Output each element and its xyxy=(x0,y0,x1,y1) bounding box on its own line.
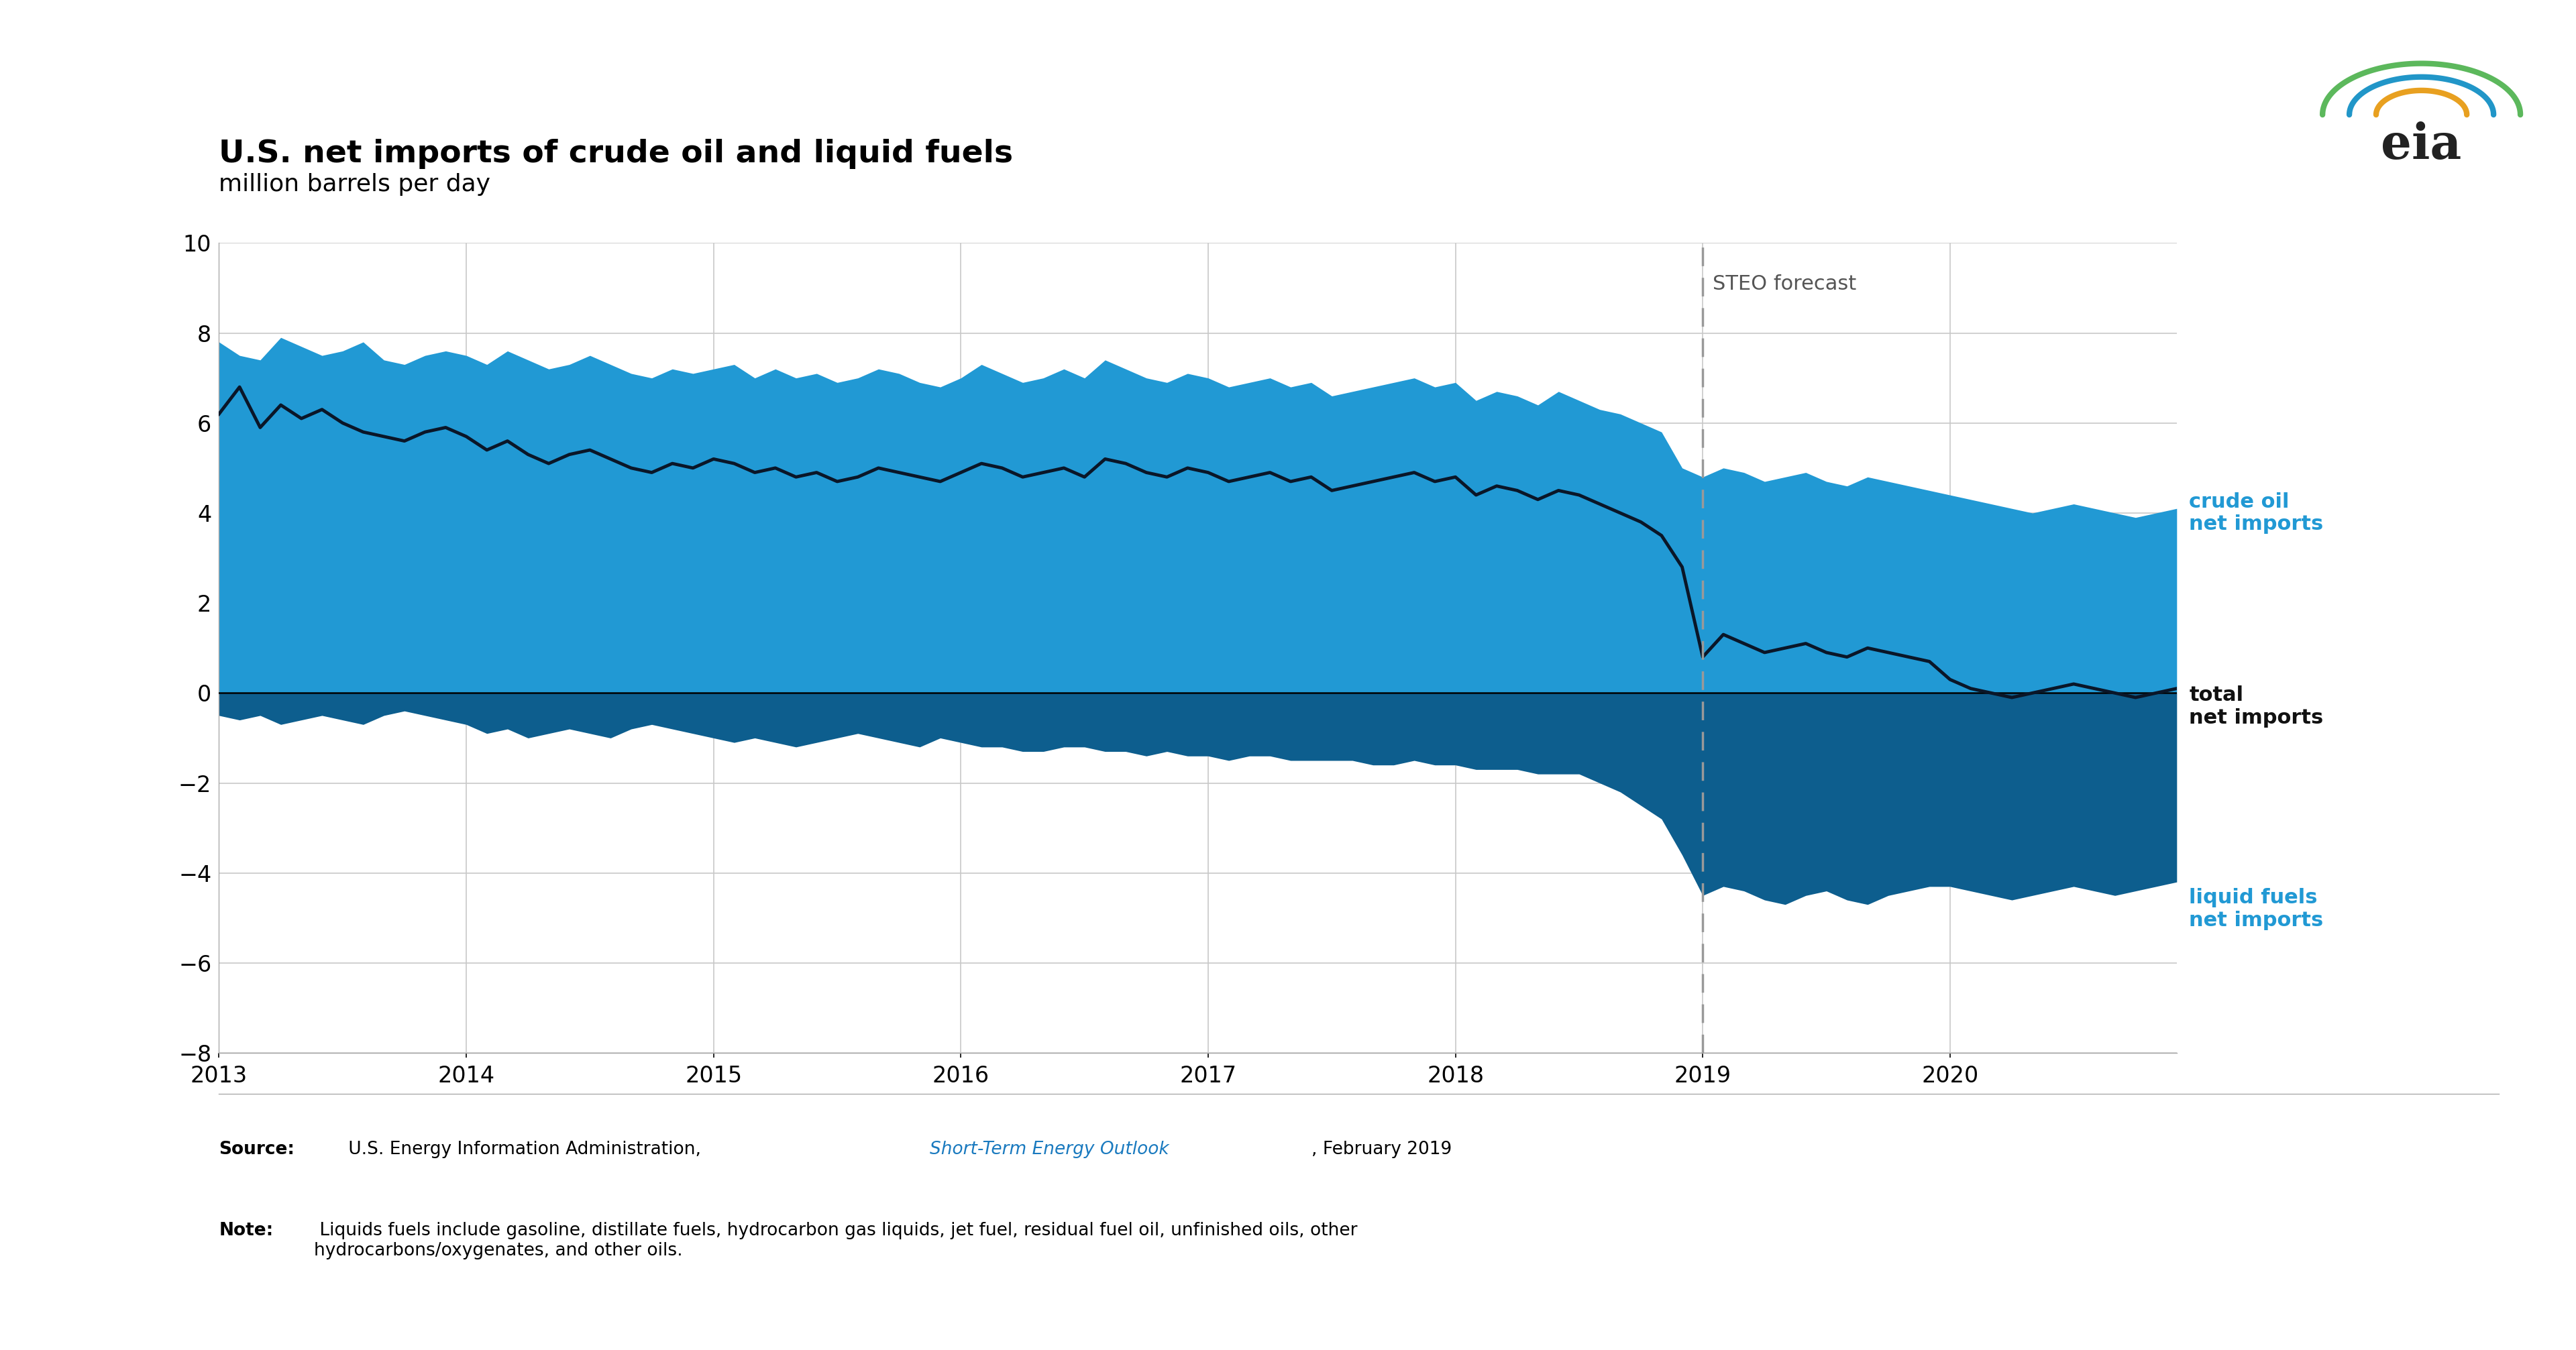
Text: Note:: Note: xyxy=(219,1222,273,1239)
Text: liquid fuels
net imports: liquid fuels net imports xyxy=(2190,888,2324,930)
Text: Source:: Source: xyxy=(219,1141,294,1158)
Text: U.S. Energy Information Administration,: U.S. Energy Information Administration, xyxy=(343,1141,706,1158)
Text: , February 2019: , February 2019 xyxy=(1311,1141,1450,1158)
Text: total
net imports: total net imports xyxy=(2190,686,2324,728)
Text: STEO forecast: STEO forecast xyxy=(1713,274,1857,294)
Text: U.S. net imports of crude oil and liquid fuels: U.S. net imports of crude oil and liquid… xyxy=(219,139,1012,169)
Text: Liquids fuels include gasoline, distillate fuels, hydrocarbon gas liquids, jet f: Liquids fuels include gasoline, distilla… xyxy=(314,1222,1358,1260)
Text: million barrels per day: million barrels per day xyxy=(219,173,489,196)
Text: crude oil
net imports: crude oil net imports xyxy=(2190,491,2324,535)
Text: eia: eia xyxy=(2380,121,2463,169)
Text: Short-Term Energy Outlook: Short-Term Energy Outlook xyxy=(930,1141,1170,1158)
